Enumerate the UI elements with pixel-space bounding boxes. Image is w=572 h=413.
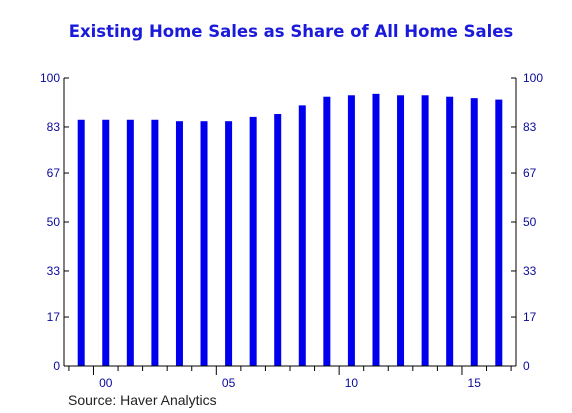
x-tick-label: 00: [99, 376, 113, 390]
bar: [249, 116, 257, 366]
bar: [397, 95, 405, 366]
y-tick-label-right: 33: [523, 264, 537, 278]
bar: [77, 119, 85, 366]
x-tick-label: 15: [468, 376, 482, 390]
bar: [495, 99, 503, 366]
bar: [347, 95, 355, 366]
bar: [274, 114, 282, 366]
bar: [102, 119, 110, 366]
bar: [372, 93, 380, 366]
right-y-axis: 0 17 33 50 67 83 100: [511, 71, 543, 373]
bar: [151, 119, 159, 366]
bar: [470, 98, 478, 366]
y-tick-label-right: 67: [523, 166, 537, 180]
y-tick-label-right: 83: [523, 120, 537, 134]
bar: [225, 121, 233, 366]
y-tick-label-right: 50: [523, 215, 537, 229]
bar: [200, 121, 208, 366]
source-note: Source: Haver Analytics: [68, 392, 217, 408]
y-tick-label-left: 17: [47, 310, 61, 324]
bar: [446, 96, 454, 366]
bar: [323, 96, 331, 366]
y-tick-label-left: 0: [53, 359, 60, 373]
x-tick-label: 10: [345, 376, 359, 390]
left-y-axis: 0 17 33 50 67 83 100: [40, 71, 69, 373]
y-tick-label-left: 83: [47, 120, 61, 134]
y-tick-label-left: 50: [47, 215, 61, 229]
x-axis: 00 05 10 15: [64, 365, 516, 390]
y-tick-label-right: 17: [523, 310, 537, 324]
y-tick-label-left: 67: [47, 166, 61, 180]
y-tick-label-right: 100: [523, 71, 543, 85]
bar: [126, 119, 134, 366]
bar: [298, 105, 306, 367]
y-tick-label-right: 0: [523, 359, 530, 373]
x-tick-label: 05: [222, 376, 236, 390]
bar: [175, 121, 183, 366]
bars: [77, 93, 503, 367]
chart-title: Existing Home Sales as Share of All Home…: [69, 22, 514, 41]
y-tick-label-left: 100: [40, 71, 60, 85]
y-tick-label-left: 33: [47, 264, 61, 278]
bar: [421, 95, 429, 366]
